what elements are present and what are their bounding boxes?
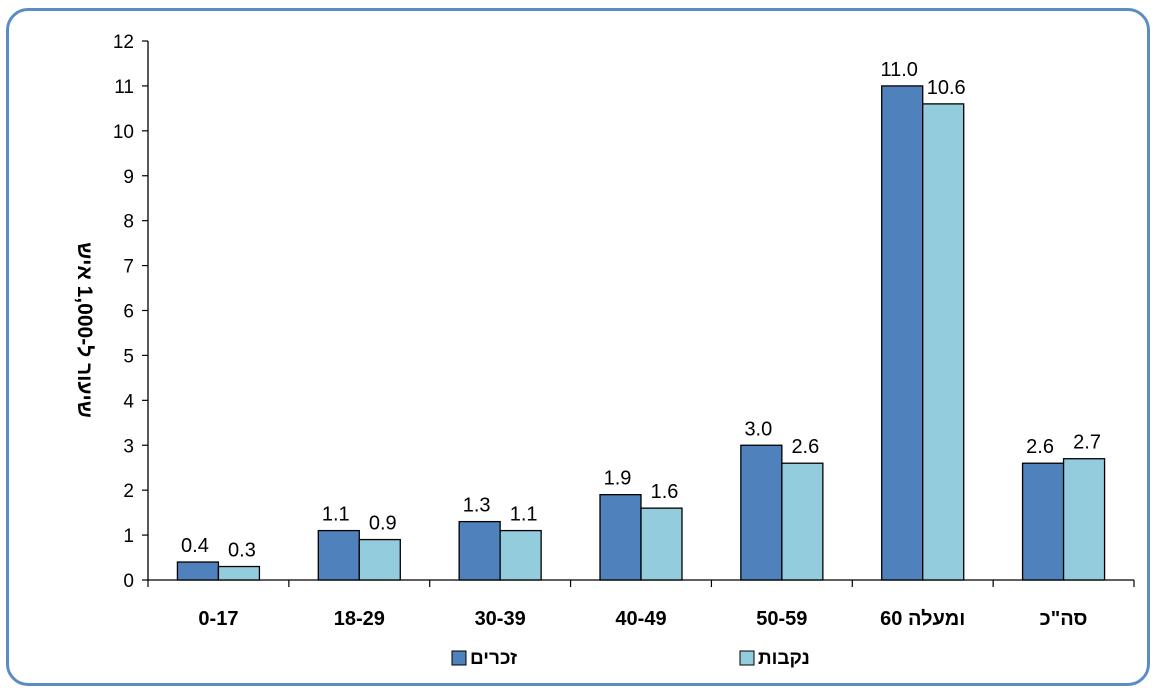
bar-females: [922, 103, 965, 581]
data-label-males: 11.0: [880, 59, 917, 81]
category-label: 50-59: [756, 608, 807, 630]
bar-males: [740, 444, 783, 581]
y-tick-label: 11: [114, 77, 134, 98]
category-labels: 0-17 18-29 30-39 40-49 50-59 60 ומעלה סה"כ: [198, 608, 1087, 630]
legend-label-females: נקבות: [758, 648, 810, 669]
y-tick-label: 2: [123, 481, 134, 502]
bar-females: [358, 538, 401, 581]
bar-males: [599, 494, 642, 581]
bar-females: [640, 507, 683, 581]
y-tick-label: 1: [123, 526, 134, 547]
legend-label-males: זכרים: [470, 648, 517, 669]
bar-males: [458, 520, 501, 581]
y-tick-label: 9: [123, 167, 134, 188]
bar-females: [499, 529, 542, 581]
bar-females: [217, 565, 261, 581]
data-label-males: 1.9: [604, 468, 632, 490]
bar-males: [317, 529, 360, 581]
x-axis: [147, 579, 1135, 587]
category-label: 30-39: [475, 608, 526, 630]
legend: זכרים נקבות: [451, 648, 810, 669]
y-tick-label: 10: [113, 122, 134, 143]
y-tick-label: 4: [123, 391, 134, 412]
category-label: 40-49: [615, 608, 666, 630]
data-label-females: 0.3: [228, 540, 256, 562]
y-tick-label: 6: [123, 302, 134, 323]
legend-swatch-males: [451, 650, 467, 666]
y-tick-label: 5: [123, 346, 134, 367]
bar-males: [881, 85, 924, 581]
data-label-females: 2.7: [1073, 432, 1101, 454]
data-label-males: 1.3: [463, 495, 491, 517]
data-label-females: 2.6: [791, 436, 819, 458]
data-label-females: 1.1: [510, 504, 538, 526]
bar-males: [176, 561, 220, 581]
data-label-males: 2.6: [1026, 436, 1054, 458]
y-tick-label: 12: [113, 32, 134, 53]
data-label-males: 0.4: [181, 535, 209, 557]
data-label-females: 10.6: [927, 77, 966, 99]
y-tick-label: 7: [123, 257, 134, 278]
data-label-males: 1.1: [322, 504, 350, 526]
y-tick-label: 0: [123, 571, 134, 592]
data-labels: 0.4 0.3 1.1 0.9 1.3 1.1 1.9 1.6 3.0 2.6 11.0 10.6 2.…: [181, 59, 1101, 562]
bar-females: [1062, 458, 1106, 581]
bars: [176, 85, 1106, 581]
bar-females: [781, 462, 824, 581]
category-label: סה"כ: [1040, 608, 1088, 630]
bar-males: [1021, 462, 1065, 581]
y-axis-label: שיעור ל-1,000 איש: [73, 242, 96, 418]
y-tick-label: 3: [123, 436, 134, 457]
data-label-females: 1.6: [651, 481, 679, 503]
category-label: 60 ומעלה: [880, 608, 965, 630]
y-tick-label: 8: [123, 212, 134, 233]
legend-swatch-females: [739, 650, 755, 666]
category-label: 0-17: [198, 608, 238, 630]
category-label: 18-29: [334, 608, 385, 630]
data-label-males: 3.0: [744, 418, 772, 440]
data-label-females: 0.9: [369, 513, 397, 535]
